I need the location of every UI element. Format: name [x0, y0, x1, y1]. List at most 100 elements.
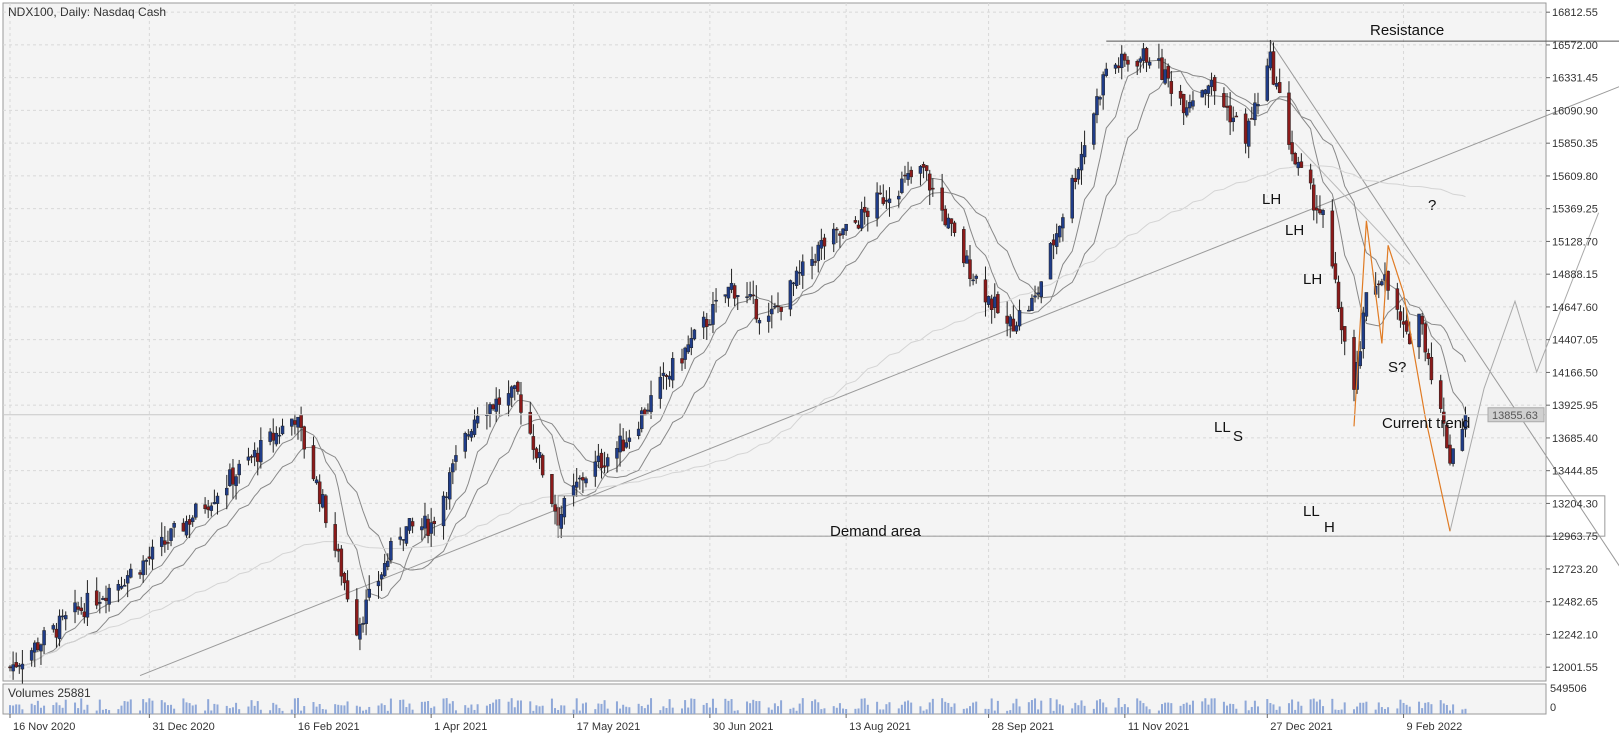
volume-bar	[773, 703, 776, 714]
volume-bar	[1383, 708, 1386, 714]
candle-body	[215, 495, 220, 504]
candle-body	[39, 644, 43, 652]
candle-body	[119, 585, 124, 589]
candle-body	[1246, 120, 1251, 147]
volume-bar	[485, 705, 488, 714]
volume-bar	[433, 706, 436, 714]
volume-bar	[1123, 704, 1126, 714]
candle-body	[104, 597, 108, 601]
candle-body	[54, 628, 59, 638]
volume-bar	[975, 701, 978, 714]
volume-bar	[554, 708, 557, 714]
candle-body	[314, 479, 319, 484]
volume-bar	[687, 707, 690, 714]
candle-body	[401, 539, 406, 541]
candle-body	[1336, 281, 1341, 309]
candle-body	[475, 415, 480, 424]
volume-bar	[77, 708, 80, 714]
volume-bar	[1077, 705, 1080, 714]
candle-body	[190, 517, 195, 523]
volume-bar	[1074, 702, 1077, 714]
candle-body	[540, 455, 545, 476]
volume-bar	[402, 699, 405, 714]
candle-body	[333, 524, 337, 551]
volume-bar	[473, 709, 476, 714]
volume-bar	[1343, 702, 1346, 714]
volume-bar	[1257, 706, 1259, 714]
candle-body	[358, 624, 362, 640]
volume-bar	[1136, 698, 1139, 714]
candle-body	[797, 272, 802, 274]
y-tick-label: 14407.05	[1552, 335, 1598, 347]
candle-body	[1073, 177, 1078, 183]
volume-bar	[191, 705, 194, 714]
volume-bar	[1213, 698, 1216, 714]
candle-body	[968, 259, 972, 279]
volume-bar	[467, 707, 470, 714]
candle-body	[1290, 142, 1294, 155]
volume-bar	[1377, 702, 1380, 714]
candle-body	[621, 439, 625, 452]
volume-bar	[1362, 702, 1365, 714]
volume-bar	[519, 700, 522, 714]
candle-body	[856, 224, 861, 229]
candle-body	[293, 420, 297, 425]
volume-bar	[1331, 698, 1334, 714]
candle-body	[255, 452, 260, 462]
volume-bar	[489, 703, 491, 714]
volume-bar	[278, 708, 281, 714]
candle-body	[1076, 168, 1081, 180]
downtrend-line	[1269, 40, 1619, 567]
candle-body	[711, 303, 715, 325]
volume-bar	[495, 699, 498, 714]
current-price-value: 13855.63	[1492, 410, 1538, 422]
candle-body	[887, 198, 892, 204]
candle-body	[410, 521, 415, 527]
candle-body	[819, 240, 824, 249]
candle-body	[1377, 283, 1381, 286]
candle-body	[732, 285, 737, 299]
volume-bar	[145, 702, 148, 714]
volume-bar	[1337, 709, 1340, 714]
volume-bar	[1232, 704, 1235, 714]
candle-body	[906, 173, 910, 180]
candle-body	[1005, 315, 1009, 324]
volume-bar	[668, 699, 671, 714]
volume-bar	[671, 707, 674, 714]
question-label: ?	[1428, 197, 1436, 214]
volume-bar	[1145, 706, 1148, 714]
volume-bar	[792, 707, 795, 714]
candle-body	[859, 209, 864, 229]
candle-body	[726, 286, 731, 299]
candle-body	[506, 393, 511, 406]
candle-body	[166, 542, 170, 544]
y-tick-label: 12963.75	[1552, 531, 1598, 543]
volume-bar	[1105, 707, 1108, 714]
candle-body	[952, 222, 957, 233]
volume-bar	[746, 701, 749, 714]
volume-bar	[907, 700, 910, 714]
y-tick-label: 16812.55	[1552, 7, 1598, 19]
candle-body	[246, 456, 251, 461]
candle-body	[73, 602, 77, 613]
candle-body	[63, 615, 68, 620]
candle-body	[225, 487, 229, 496]
volume-bar	[1353, 709, 1355, 714]
candle-body	[194, 503, 198, 518]
volume-bar	[1102, 702, 1105, 714]
volume-bar	[615, 701, 618, 714]
current-price-box	[1487, 407, 1545, 423]
volume-bar	[1445, 704, 1448, 714]
candle-body	[429, 522, 433, 534]
candle-body	[1358, 351, 1362, 367]
candle-body	[187, 519, 192, 525]
candle-body	[324, 495, 328, 524]
volume-bar	[1167, 702, 1170, 714]
volume-bar	[185, 702, 188, 714]
candle-body	[1119, 53, 1124, 69]
volume-bar	[334, 704, 337, 714]
volume-bar	[1396, 708, 1399, 714]
volume-bar	[98, 699, 101, 714]
volume-bar	[1340, 709, 1343, 714]
